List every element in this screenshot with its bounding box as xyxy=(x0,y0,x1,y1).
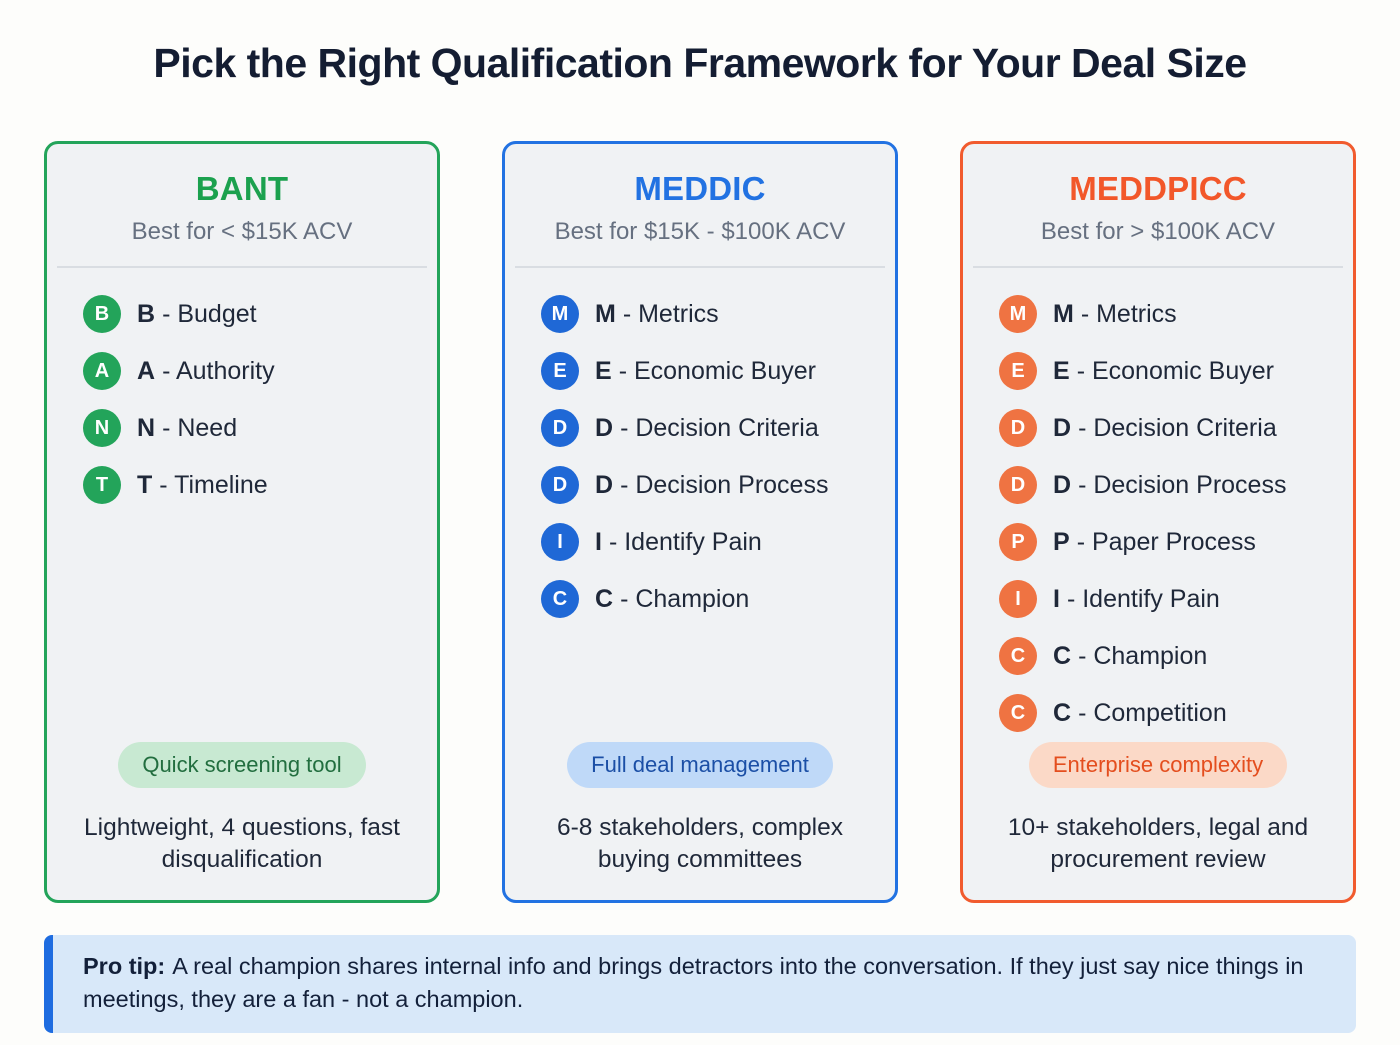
framework-item: M M- Metrics xyxy=(999,295,1353,333)
letter-badge: E xyxy=(541,352,579,390)
letter-badge: M xyxy=(541,295,579,333)
pro-tip-body: A real champion shares internal info and… xyxy=(83,953,1304,1013)
framework-item: D D- Decision Criteria xyxy=(541,409,895,447)
item-label: M- Metrics xyxy=(595,299,719,328)
framework-item: P P- Paper Process xyxy=(999,523,1353,561)
item-label: E- Economic Buyer xyxy=(1053,356,1274,385)
pro-tip-label: Pro tip: xyxy=(83,953,166,979)
letter-badge: N xyxy=(83,409,121,447)
framework-subtitle-meddpicc: Best for > $100K ACV xyxy=(1040,218,1276,245)
item-label: D- Decision Criteria xyxy=(595,413,819,442)
letter-badge: I xyxy=(541,523,579,561)
framework-title-meddic: MEDDIC xyxy=(634,170,766,207)
item-label: D- Decision Process xyxy=(595,470,829,499)
item-label: P- Paper Process xyxy=(1053,527,1256,556)
item-label: M- Metrics xyxy=(1053,299,1177,328)
framework-tag-meddpicc: Enterprise complexity xyxy=(1028,742,1288,789)
framework-card-meddpicc: MEDDPICC Best for > $100K ACV M M- Metri… xyxy=(960,141,1356,903)
framework-tag-bant: Quick screening tool xyxy=(118,742,366,789)
framework-tag-row: Enterprise complexity xyxy=(963,742,1353,789)
item-label: C- Champion xyxy=(595,584,750,613)
framework-tag-row: Full deal management xyxy=(505,742,895,789)
pro-tip-box: Pro tip: A real champion shares internal … xyxy=(44,935,1356,1033)
framework-description-meddic: 6-8 stakeholders, complex buying committ… xyxy=(557,814,843,874)
item-label: B- Budget xyxy=(137,299,257,328)
framework-item: B B- Budget xyxy=(83,295,437,333)
divider xyxy=(57,266,427,268)
letter-badge: B xyxy=(83,295,121,333)
letter-badge: D xyxy=(541,409,579,447)
framework-item: C C- Champion xyxy=(999,637,1353,675)
framework-item: C C- Competition xyxy=(999,694,1353,732)
letter-badge: C xyxy=(999,694,1037,732)
framework-title-bant: BANT xyxy=(195,170,289,207)
letter-badge: A xyxy=(83,352,121,390)
framework-card-meddic: MEDDIC Best for $15K - $100K ACV M M- Me… xyxy=(502,141,898,903)
framework-cards-row: BANT Best for < $15K ACV B B- Budget A A… xyxy=(44,141,1356,903)
framework-item: D D- Decision Process xyxy=(541,466,895,504)
framework-item: T T- Timeline xyxy=(83,466,437,504)
letter-badge: E xyxy=(999,352,1037,390)
letter-badge: P xyxy=(999,523,1037,561)
item-label: C- Competition xyxy=(1053,698,1227,727)
framework-subtitle-meddic: Best for $15K - $100K ACV xyxy=(554,218,846,245)
framework-tag-meddic: Full deal management xyxy=(567,742,833,789)
framework-item: C C- Champion xyxy=(541,580,895,618)
divider xyxy=(973,266,1343,268)
item-label: C- Champion xyxy=(1053,641,1208,670)
letter-badge: T xyxy=(83,466,121,504)
letter-badge: D xyxy=(999,409,1037,447)
letter-badge: M xyxy=(999,295,1037,333)
letter-badge: D xyxy=(541,466,579,504)
framework-item: A A- Authority xyxy=(83,352,437,390)
item-label: T- Timeline xyxy=(137,470,268,499)
framework-item: D D- Decision Criteria xyxy=(999,409,1353,447)
item-label: E- Economic Buyer xyxy=(595,356,816,385)
framework-items-bant: B B- Budget A A- Authority N N- Need T T… xyxy=(47,268,437,742)
page-title: Pick the Right Qualification Framework f… xyxy=(153,40,1247,86)
divider xyxy=(515,266,885,268)
letter-badge: C xyxy=(999,637,1037,675)
letter-badge: D xyxy=(999,466,1037,504)
framework-tag-row: Quick screening tool xyxy=(47,742,437,789)
framework-item: D D- Decision Process xyxy=(999,466,1353,504)
framework-items-meddic: M M- Metrics E E- Economic Buyer D D- De… xyxy=(505,268,895,742)
framework-description-meddpicc: 10+ stakeholders, legal and procurement … xyxy=(1007,814,1309,874)
infographic-page: Pick the Right Qualification Framework f… xyxy=(44,0,1356,1033)
framework-item: I I- Identify Pain xyxy=(999,580,1353,618)
framework-title-meddpicc: MEDDPICC xyxy=(1069,170,1247,207)
framework-item: E E- Economic Buyer xyxy=(999,352,1353,390)
framework-item: I I- Identify Pain xyxy=(541,523,895,561)
item-label: D- Decision Process xyxy=(1053,470,1287,499)
item-label: I- Identify Pain xyxy=(1053,584,1220,613)
letter-badge: I xyxy=(999,580,1037,618)
pro-tip-text: Pro tip: A real champion shares internal … xyxy=(83,950,1326,1017)
item-label: A- Authority xyxy=(137,356,275,385)
framework-item: N N- Need xyxy=(83,409,437,447)
item-label: N- Need xyxy=(137,413,238,442)
item-label: D- Decision Criteria xyxy=(1053,413,1277,442)
framework-description-bant: Lightweight, 4 questions, fast disqualif… xyxy=(84,814,400,874)
framework-card-bant: BANT Best for < $15K ACV B B- Budget A A… xyxy=(44,141,440,903)
framework-item: M M- Metrics xyxy=(541,295,895,333)
framework-subtitle-bant: Best for < $15K ACV xyxy=(131,218,353,245)
framework-items-meddpicc: M M- Metrics E E- Economic Buyer D D- De… xyxy=(963,268,1353,742)
item-label: I- Identify Pain xyxy=(595,527,762,556)
framework-item: E E- Economic Buyer xyxy=(541,352,895,390)
letter-badge: C xyxy=(541,580,579,618)
